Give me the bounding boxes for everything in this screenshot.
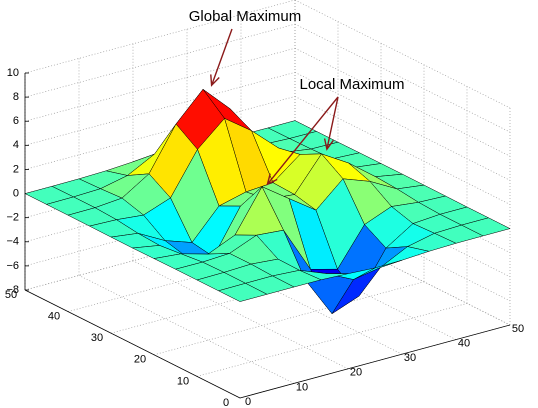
annotation-layer: Global Maximum Local Maximum: [189, 8, 405, 186]
grid-line: [294, 216, 511, 326]
z-tick-label: 8: [13, 91, 19, 103]
grid-line: [294, 23, 511, 133]
surface-layer: [24, 89, 511, 314]
z-tick-label: −2: [6, 212, 19, 224]
annotation-arrow: [323, 96, 339, 151]
z-tick-label: −8: [6, 284, 19, 296]
y-tick-label: 10: [177, 375, 189, 387]
grid-line: [153, 281, 425, 356]
grid-line: [24, 47, 296, 122]
z-tick-label: −4: [6, 236, 19, 248]
grid-line: [294, 96, 511, 205]
z-tick-label: 0: [13, 187, 19, 199]
grid-line: [24, 23, 296, 98]
grid-line: [132, 260, 349, 370]
x-tick-label: 10: [296, 381, 308, 393]
axis-line: [239, 324, 511, 399]
axis-line: [24, 289, 241, 399]
annotation-arrow: [210, 28, 233, 87]
y-tick-label: 40: [48, 311, 60, 323]
y-tick-label: 20: [134, 354, 146, 366]
z-tick-label: 6: [13, 115, 19, 127]
x-tick-label: 40: [458, 338, 470, 350]
grid-line: [294, 72, 511, 181]
y-tick-label: 0: [223, 397, 229, 408]
annotation-text: Global Maximum: [189, 8, 302, 25]
surface-patch: [218, 283, 268, 302]
grid-line: [78, 275, 295, 384]
z-tick-label: 10: [7, 67, 19, 79]
y-tick-label: 50: [5, 289, 17, 301]
x-tick-label: 30: [404, 352, 416, 364]
grid-line: [294, 0, 511, 109]
x-tick-label: 0: [245, 396, 251, 408]
z-tick-label: 4: [13, 139, 19, 151]
x-tick-label: 20: [350, 367, 362, 379]
grid-line: [196, 303, 468, 377]
grid-line: [186, 245, 403, 355]
y-tick-label: 30: [91, 332, 103, 344]
grid-line: [294, 47, 511, 157]
annotation-text: Local Maximum: [299, 76, 404, 93]
x-tick-label: 50: [512, 323, 524, 335]
annotation-arrow: [266, 96, 339, 186]
z-tick-label: −6: [6, 260, 19, 272]
z-tick-label: 2: [13, 163, 19, 175]
